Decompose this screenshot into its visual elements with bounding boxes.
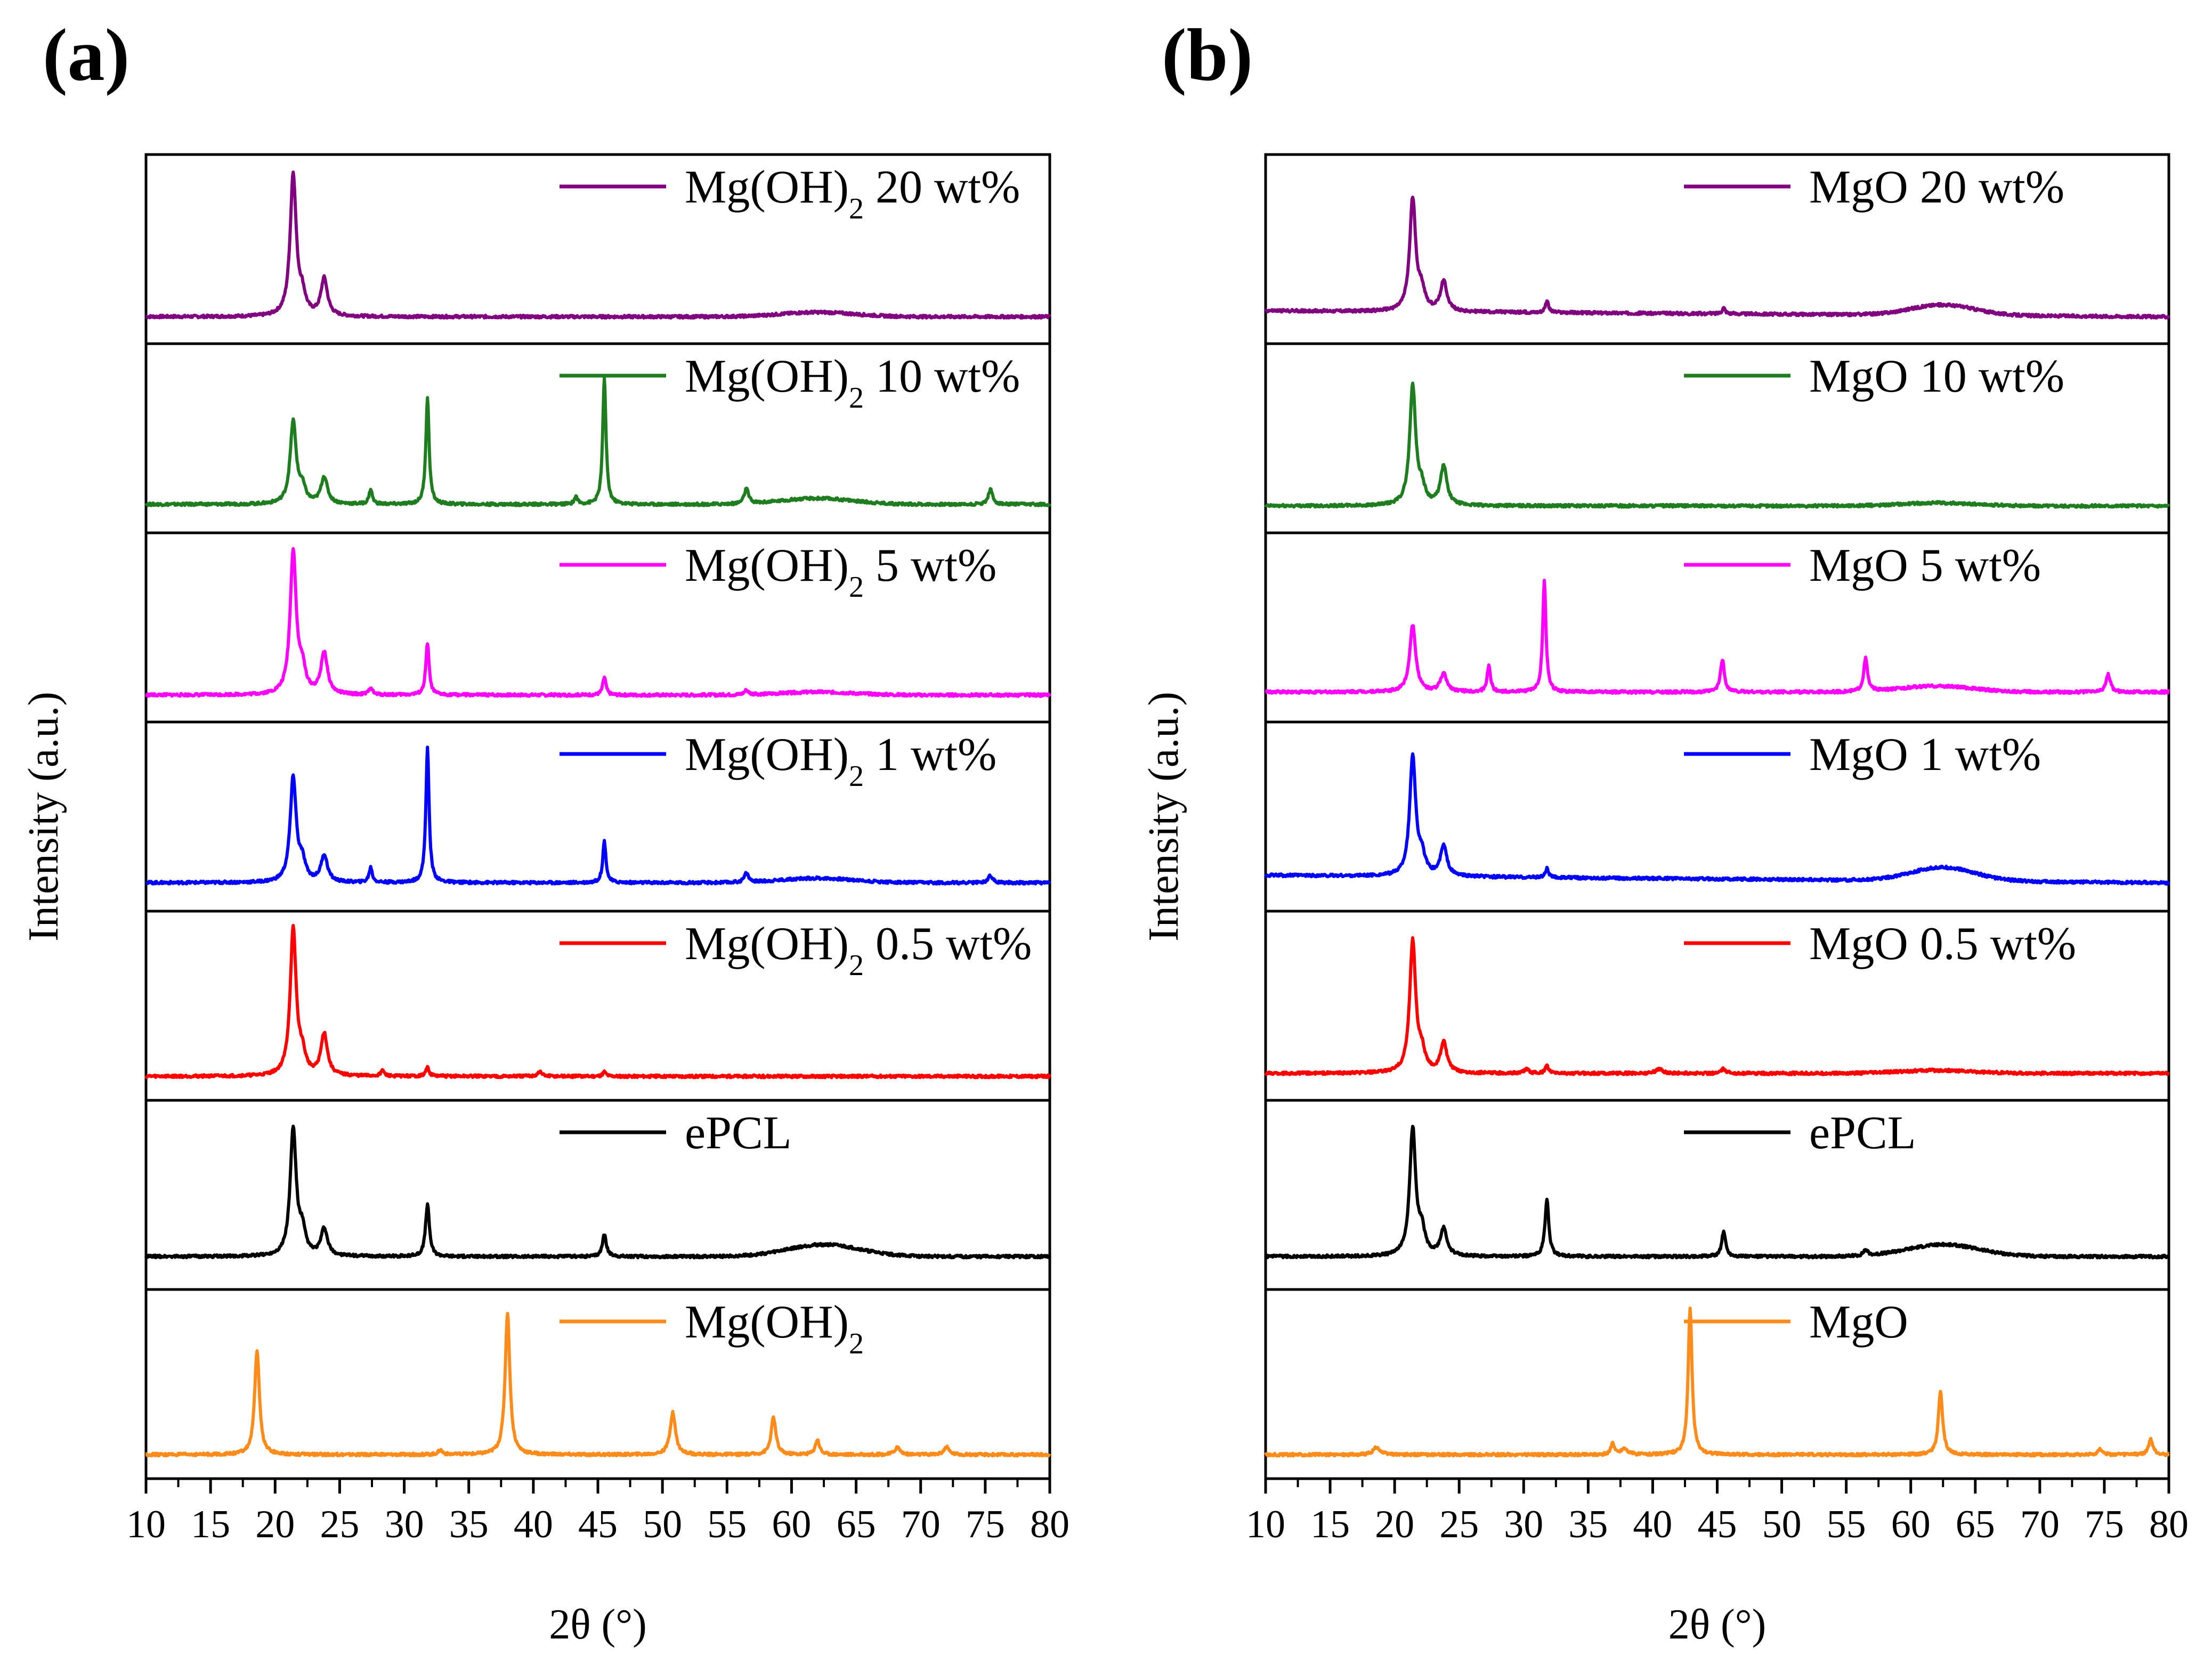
legend-label: MgO 5 wt% — [1809, 540, 2041, 591]
series-line — [1264, 1307, 2170, 1458]
series-line — [1265, 579, 2170, 695]
subplot-epcl: ePCL — [144, 1099, 1051, 1291]
x-tick-label: 70 — [2020, 1503, 2060, 1546]
subplot-frame — [144, 1099, 1051, 1291]
x-axis-title: 2θ (°) — [549, 1601, 647, 1648]
series-line — [144, 376, 1051, 507]
x-tick-label: 15 — [1310, 1503, 1350, 1546]
x-tick-label: 50 — [1762, 1503, 1802, 1546]
subplot-frame — [1264, 1288, 2170, 1480]
subplot-mg-oh-2-10-wt-: Mg(OH)2 10 wt% — [144, 342, 1051, 534]
legend-label: Mg(OH)2 1 wt% — [685, 729, 996, 793]
x-tick-label: 25 — [320, 1503, 359, 1546]
x-tick-label: 40 — [514, 1503, 553, 1546]
legend-label: MgO — [1809, 1296, 1908, 1348]
subplot-mg-oh-2: Mg(OH)2 — [144, 1288, 1051, 1480]
series-line — [1265, 1124, 2170, 1260]
legend-label: ePCL — [1809, 1107, 1916, 1159]
series-line — [1264, 936, 2170, 1076]
x-tick-label: 30 — [385, 1503, 424, 1546]
subplot-mgo-5-wt-: MgO 5 wt% — [1264, 531, 2170, 724]
x-tick-label: 55 — [1827, 1503, 1866, 1546]
subplot-mgo-0-5-wt-: MgO 0.5 wt% — [1264, 910, 2170, 1102]
subplot-epcl: ePCL — [1264, 1099, 2170, 1291]
legend-label: Mg(OH)2 — [685, 1296, 864, 1360]
x-tick-label: 35 — [449, 1503, 489, 1546]
x-tick-label: 10 — [126, 1503, 166, 1546]
x-tick-label: 20 — [1375, 1503, 1414, 1546]
x-tick-label: 75 — [2085, 1503, 2124, 1546]
subplot-mgo: MgO — [1264, 1288, 2170, 1480]
x-tick-label: 15 — [191, 1503, 230, 1546]
x-tick-label: 65 — [837, 1503, 876, 1546]
x-tick-label: 80 — [1030, 1503, 1069, 1546]
subplot-mg-oh-2-5-wt-: Mg(OH)2 5 wt% — [144, 531, 1051, 724]
legend-label: MgO 0.5 wt% — [1809, 918, 2076, 970]
x-tick-label: 20 — [255, 1503, 295, 1546]
series-line — [144, 923, 1051, 1080]
series-line — [145, 1312, 1051, 1458]
x-tick-label: 75 — [966, 1503, 1005, 1546]
subplot-frame — [144, 1288, 1051, 1480]
x-tick-label: 50 — [643, 1503, 682, 1546]
panel-label: (a) — [43, 14, 129, 96]
x-tick-label: 70 — [901, 1503, 941, 1546]
x-axis-title: 2θ (°) — [1668, 1601, 1767, 1648]
subplot-mg-oh-2-20-wt-: Mg(OH)2 20 wt% — [144, 153, 1051, 345]
x-tick-label: 25 — [1439, 1503, 1479, 1546]
legend-label: Mg(OH)2 0.5 wt% — [685, 918, 1032, 982]
subplot-frame — [1264, 1099, 2170, 1291]
legend-label: MgO 1 wt% — [1809, 729, 2041, 781]
x-tick-label: 60 — [1891, 1503, 1931, 1546]
x-tick-label: 40 — [1633, 1503, 1672, 1546]
x-tick-label: 60 — [772, 1503, 811, 1546]
series-line — [145, 171, 1051, 320]
panel-label: (b) — [1162, 14, 1253, 96]
subplot-mg-oh-2-0-5-wt-: Mg(OH)2 0.5 wt% — [144, 910, 1051, 1102]
x-tick-label: 30 — [1504, 1503, 1543, 1546]
y-axis-title: Intensity (a.u.) — [20, 692, 67, 942]
x-tick-label: 45 — [578, 1503, 618, 1546]
legend-label: MgO 10 wt% — [1809, 351, 2064, 402]
subplot-mg-oh-2-1-wt-: Mg(OH)2 1 wt% — [144, 720, 1051, 913]
subplot-mgo-20-wt-: MgO 20 wt% — [1264, 153, 2170, 345]
subplot-mgo-10-wt-: MgO 10 wt% — [1264, 342, 2170, 534]
series-line — [144, 1124, 1051, 1260]
x-tick-label: 10 — [1246, 1503, 1285, 1546]
x-tick-label: 65 — [1956, 1503, 1995, 1546]
y-axis-title: Intensity (a.u.) — [1140, 692, 1187, 942]
series-line — [145, 745, 1051, 886]
panel-b: (b) Intensity (a.u.) 2θ (°) 10 15 20 25 30 35 40 4… — [1140, 14, 2189, 1648]
subplot-mgo-1-wt-: MgO 1 wt% — [1264, 720, 2170, 913]
x-tick-label: 55 — [707, 1503, 747, 1546]
x-tick-label: 35 — [1568, 1503, 1608, 1546]
legend-label: Mg(OH)2 5 wt% — [685, 540, 996, 604]
series-line — [1264, 382, 2170, 509]
panel-a: (a) Intensity (a.u.) 2θ (°) 10 15 20 25 30 35 40 4… — [20, 14, 1069, 1648]
series-line — [144, 547, 1051, 698]
legend-label: ePCL — [685, 1107, 791, 1159]
x-tick-label: 80 — [2149, 1503, 2189, 1546]
series-line — [1264, 752, 2170, 886]
legend-label: MgO 20 wt% — [1809, 161, 2064, 213]
series-line — [1264, 196, 2170, 320]
x-tick-label: 45 — [1698, 1503, 1737, 1546]
legend-label: Mg(OH)2 10 wt% — [685, 351, 1020, 415]
legend-label: Mg(OH)2 20 wt% — [685, 161, 1020, 225]
